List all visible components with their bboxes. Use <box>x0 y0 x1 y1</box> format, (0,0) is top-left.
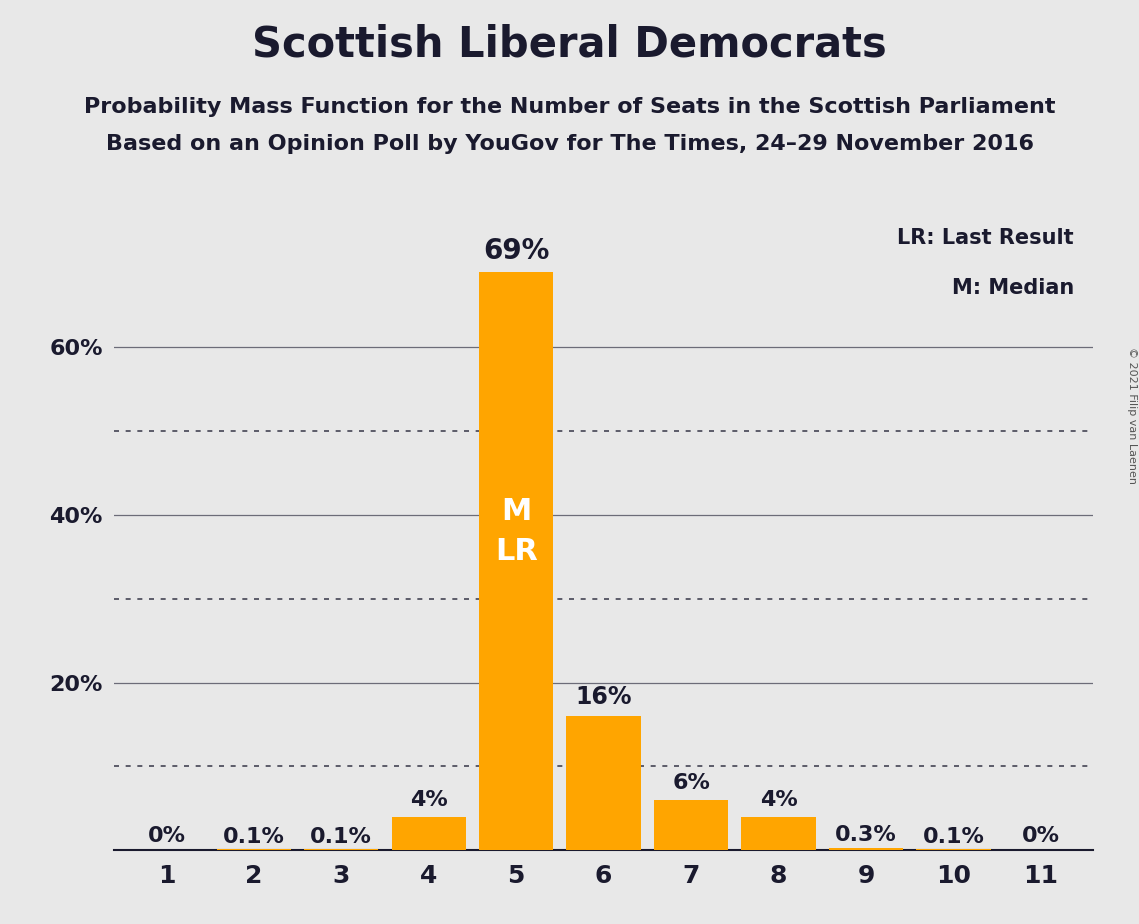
Text: M
LR: M LR <box>494 497 538 566</box>
Text: 69%: 69% <box>483 237 549 265</box>
Text: Based on an Opinion Poll by YouGov for The Times, 24–29 November 2016: Based on an Opinion Poll by YouGov for T… <box>106 134 1033 154</box>
Text: 0.1%: 0.1% <box>223 827 285 846</box>
Text: Scottish Liberal Democrats: Scottish Liberal Democrats <box>252 23 887 65</box>
Text: 4%: 4% <box>410 790 448 809</box>
Text: 0%: 0% <box>147 826 186 845</box>
Text: 16%: 16% <box>575 686 632 710</box>
Text: 4%: 4% <box>760 790 797 809</box>
Text: 0.3%: 0.3% <box>835 825 896 845</box>
Text: 0.1%: 0.1% <box>310 827 372 846</box>
Text: M: Median: M: Median <box>951 278 1074 298</box>
Text: 0%: 0% <box>1022 826 1060 845</box>
Bar <box>392 817 466 850</box>
Bar <box>566 716 641 850</box>
Text: 0.1%: 0.1% <box>923 827 984 846</box>
Text: 6%: 6% <box>672 773 710 793</box>
Text: LR: Last Result: LR: Last Result <box>898 228 1074 248</box>
Bar <box>480 272 554 850</box>
Bar <box>741 817 816 850</box>
Bar <box>654 800 728 850</box>
Text: © 2021 Filip van Laenen: © 2021 Filip van Laenen <box>1126 347 1137 484</box>
Bar <box>829 847 903 850</box>
Text: Probability Mass Function for the Number of Seats in the Scottish Parliament: Probability Mass Function for the Number… <box>84 97 1055 117</box>
